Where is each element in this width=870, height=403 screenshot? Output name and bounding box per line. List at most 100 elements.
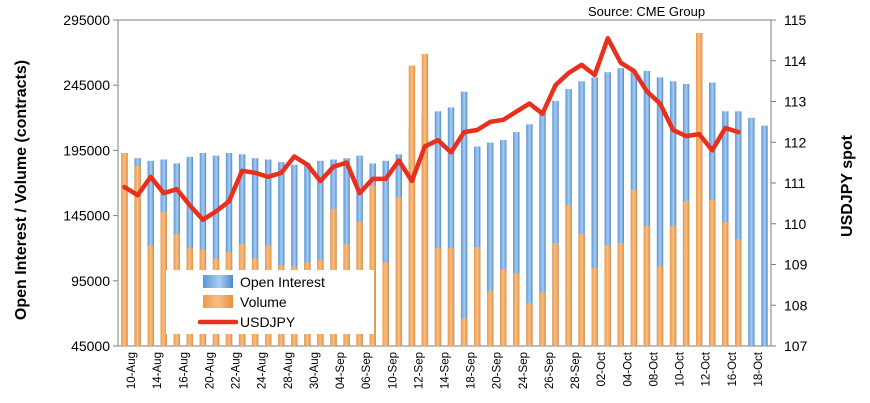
right-axis-tick-label: 112 [784, 134, 807, 150]
open-interest-bar [225, 153, 233, 346]
volume-bar [617, 243, 624, 346]
x-axis-tick-label: 24-Sep [518, 352, 530, 389]
x-axis-tick-label: 16-Oct [727, 351, 739, 386]
open-interest-bar [643, 70, 651, 347]
x-axis-tick-label: 10-Sep [387, 352, 399, 389]
x-axis-tick-label: 06-Sep [361, 352, 373, 389]
usdjpy-line [122, 36, 741, 222]
volume-bar [539, 292, 546, 346]
left-axis-tick-label: 45000 [71, 338, 110, 354]
volume-bar [160, 211, 167, 346]
open-interest-bar [761, 125, 768, 346]
volume-bar [682, 201, 690, 346]
right-axis-tick-label: 115 [784, 12, 807, 28]
volume-bar [630, 189, 638, 346]
x-axis-tick-label: 04-Sep [335, 352, 347, 389]
x-axis-tick-label: 22-Aug [231, 352, 243, 389]
open-interest-bar [526, 124, 533, 346]
volume-bar [696, 33, 703, 346]
x-axis-tick-label: 20-Sep [492, 352, 504, 389]
x-axis-tick-label: 02-Oct [596, 351, 608, 386]
left-axis-tick-label: 195000 [63, 142, 110, 158]
legend-label-open-interest: Open Interest [240, 274, 325, 290]
volume-bar [408, 65, 416, 346]
x-axis-tick-label: 18-Oct [753, 351, 765, 386]
left-axis-tick-label: 95000 [71, 273, 110, 289]
volume-bar [578, 233, 585, 346]
x-axis-tick-label: 24-Aug [257, 352, 269, 389]
open-interest-bar [735, 111, 742, 346]
volume-bar [513, 273, 520, 346]
volume-bar [591, 267, 598, 346]
volume-bar [147, 245, 154, 346]
right-axis-tick-label: 110 [784, 216, 807, 232]
volume-bar [552, 243, 559, 346]
x-axis-tick-label: 16-Aug [178, 352, 190, 389]
left-axis-title: Open Interest / Volume (contracts) [13, 60, 30, 320]
x-axis-tick-label: 12-Sep [413, 352, 425, 389]
source-note: Source: CME Group [588, 4, 705, 19]
volume-bar [121, 153, 128, 346]
right-axis-tick-label: 109 [784, 257, 808, 273]
open-interest-bar [474, 146, 481, 346]
left-axis-tick-label: 145000 [63, 208, 110, 224]
volume-bar [656, 266, 664, 346]
right-axis-tick-label: 108 [784, 297, 808, 313]
open-interest-bar [382, 160, 389, 346]
right-axis-tick-label: 111 [784, 175, 805, 191]
volume-bar [382, 262, 389, 346]
open-interest-bar [500, 140, 507, 346]
volume-bar [460, 318, 468, 346]
x-axis-tick-label: 28-Sep [570, 352, 582, 389]
volume-bar [474, 246, 481, 346]
volume-bar [447, 248, 455, 346]
legend-label-volume: Volume [240, 294, 287, 310]
open-interest-bar [604, 72, 611, 346]
open-interest-bar [317, 160, 324, 346]
open-interest-bar [460, 91, 468, 346]
open-interest-bar [539, 111, 546, 346]
volume-bar [722, 222, 729, 346]
x-axis-tick-label: 08-Oct [649, 351, 661, 386]
x-axis-tick-label: 12-Oct [701, 351, 713, 386]
volume-bar [487, 291, 494, 346]
open-interest-bar [447, 107, 455, 347]
volume-bar [369, 185, 376, 346]
volume-bar [500, 269, 507, 346]
open-interest-bar [591, 77, 598, 347]
right-axis-tick-label: 113 [784, 94, 807, 110]
volume-bar [421, 53, 429, 347]
legend-swatch-volume [203, 295, 233, 308]
volume-bar [709, 200, 716, 346]
x-axis-tick-label: 14-Aug [152, 352, 164, 389]
open-interest-bar [513, 132, 520, 346]
legend: Open Interest Volume USDJPY [166, 270, 374, 334]
open-interest-bar [434, 111, 442, 346]
open-interest-bar [669, 81, 677, 347]
x-axis-tick-label: 14-Sep [440, 352, 452, 389]
left-axis-tick-label: 245000 [63, 77, 110, 93]
open-interest-bar [748, 117, 755, 346]
volume-bar [526, 303, 533, 346]
x-axis-tick-label: 26-Sep [544, 352, 556, 389]
volume-bar [565, 205, 572, 346]
volume-bar [434, 248, 442, 346]
open-interest-bar [212, 155, 220, 346]
volume-bar [395, 197, 402, 346]
legend-label-usdjpy: USDJPY [240, 314, 296, 330]
open-interest-bar [552, 100, 559, 346]
open-interest-bar [304, 163, 311, 346]
open-interest-bar [278, 162, 285, 346]
left-axis-tick-label: 295000 [63, 12, 110, 28]
volume-bar [134, 166, 141, 346]
x-axis-tick-label: 28-Aug [283, 352, 295, 389]
x-axis-tick-label: 18-Sep [466, 352, 478, 389]
x-axis-tick-label: 20-Aug [204, 352, 216, 389]
volume-bar [735, 239, 742, 346]
right-axis-tick-label: 107 [784, 338, 808, 354]
open-interest-bar [656, 77, 664, 347]
volume-bar [604, 245, 611, 346]
right-axis-title: USDJPY spot [839, 134, 856, 237]
open-interest-bar [291, 164, 298, 346]
